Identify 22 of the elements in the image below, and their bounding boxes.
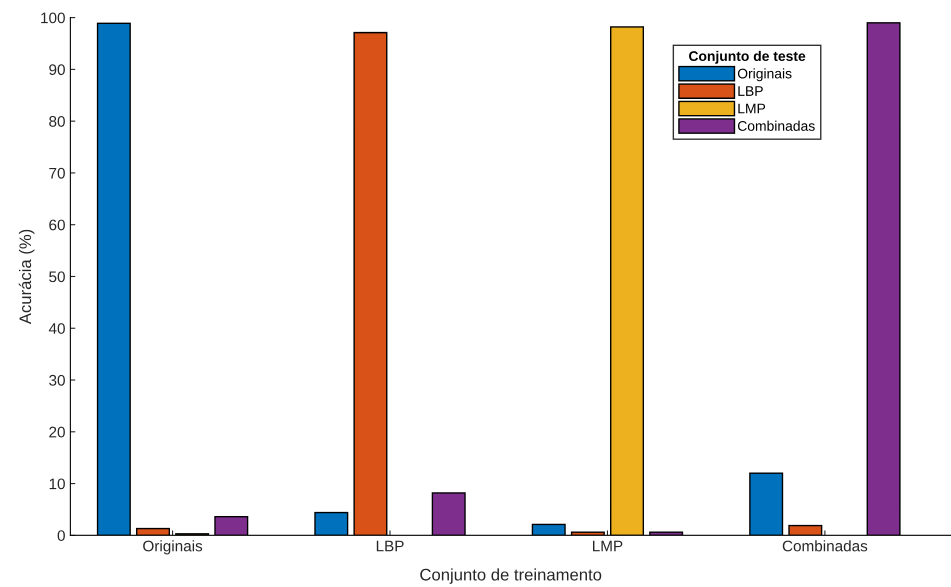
x-tick-label: LBP [376,540,404,552]
y-tick-label: 70 [49,168,65,179]
y-tick-label: 10 [50,478,65,490]
legend-title: Conjunto de teste [688,50,806,64]
legend-label: LMP [738,104,766,114]
y-tick-label: 50 [49,271,65,282]
y-tick-label: 80 [49,116,65,127]
legend-label: Combinadas [738,120,815,131]
x-axis-title: Conjunto de treinamento [420,568,602,584]
y-tick-label: 60 [49,220,65,230]
x-tick-label: LMP [592,540,622,552]
y-tick-label: 20 [49,426,65,438]
y-tick-label: 100 [41,12,65,24]
y-tick-label: 90 [49,64,65,76]
legend-label: LBP [738,86,763,96]
legend-label: Originais [738,68,792,82]
x-tick-label: Originais [143,540,202,554]
y-tick-label: 30 [49,374,65,386]
y-tick-label: 0 [58,530,65,542]
y-axis-title: Acurácia (%) [18,230,34,324]
y-tick-label: 40 [48,323,65,334]
x-tick-label: Combinadas [782,540,868,552]
